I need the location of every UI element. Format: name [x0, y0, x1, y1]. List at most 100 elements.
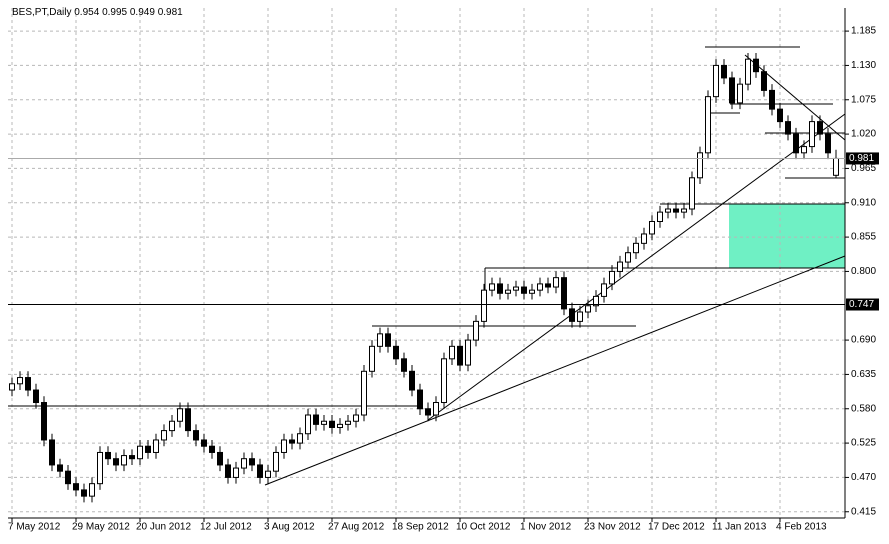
candle-body: [289, 439, 295, 444]
candle-body: [217, 451, 223, 466]
y-tick-label: 0.855: [851, 232, 876, 243]
candle-body: [161, 430, 167, 441]
candle-body: [505, 289, 511, 294]
candle-body: [673, 208, 679, 213]
candle-body: [681, 208, 687, 213]
candle-body: [777, 108, 783, 123]
x-tick-label: 4 Feb 2013: [776, 522, 827, 533]
candle-body: [745, 58, 751, 85]
trend-line: [744, 54, 846, 141]
candle-body: [201, 439, 207, 447]
last-high: 0.995: [102, 7, 127, 18]
candle-body: [537, 283, 543, 291]
candle-body: [33, 389, 39, 404]
candle-body: [609, 270, 615, 285]
x-tick-label: 23 Nov 2012: [584, 522, 641, 533]
candle-body: [193, 430, 199, 441]
x-tick-label: 1 Nov 2012: [520, 522, 572, 533]
candle-body: [137, 445, 143, 460]
y-tick-label: 1.020: [851, 129, 876, 140]
x-tick-label: 29 May 2012: [72, 522, 130, 533]
y-tick-label: 1.130: [851, 60, 876, 71]
candle-body: [393, 345, 399, 360]
last-price-label: 0.981: [849, 153, 874, 164]
candle-body: [73, 483, 79, 491]
candle-body: [177, 408, 183, 422]
candle-body: [321, 420, 327, 425]
candle-body: [633, 242, 639, 254]
x-tick-label: 10 Oct 2012: [456, 522, 511, 533]
y-tick-label: 1.185: [851, 26, 876, 37]
candle-body: [593, 295, 599, 307]
candle-body: [153, 439, 159, 453]
candle-body: [185, 408, 191, 432]
chart-header: BES,PT,Daily 0.954 0.995 0.949 0.981: [12, 7, 183, 18]
x-tick-label: 18 Sep 2012: [392, 522, 449, 533]
level-label: 0.747: [849, 299, 874, 310]
candle-body: [249, 458, 255, 466]
candle-body: [129, 455, 135, 460]
candle-body: [825, 133, 831, 154]
candle-body: [209, 445, 215, 453]
candles: [9, 52, 839, 503]
candle-body: [785, 121, 791, 135]
candle-body: [17, 377, 23, 385]
last-low: 0.949: [130, 7, 155, 18]
candle-body: [809, 121, 815, 148]
candle-body: [353, 414, 359, 422]
candle-body: [81, 489, 87, 497]
y-tick-label: 1.075: [851, 94, 876, 105]
candle-body: [281, 439, 287, 453]
candle-body: [577, 311, 583, 322]
x-tick-label: 27 Aug 2012: [328, 522, 385, 533]
candle-body: [761, 71, 767, 91]
candle-body: [361, 370, 367, 416]
candle-body: [625, 252, 631, 263]
candle-body: [721, 64, 727, 79]
y-tick-label: 0.965: [851, 163, 876, 174]
candle-body: [41, 402, 47, 441]
last-close: 0.981: [158, 7, 183, 18]
x-tick-label: 7 May 2012: [8, 522, 61, 533]
symbol: BES,PT,Daily: [12, 7, 71, 18]
candle-body: [481, 289, 487, 322]
candle-body: [401, 358, 407, 372]
candle-body: [409, 370, 415, 391]
candle-body: [417, 389, 423, 410]
y-tick-label: 0.525: [851, 438, 876, 449]
highlight-zone: [729, 204, 845, 268]
candle-body: [649, 220, 655, 235]
candle-body: [545, 283, 551, 288]
candle-body: [233, 467, 239, 478]
candle-body: [737, 83, 743, 104]
y-tick-label: 0.580: [851, 403, 876, 414]
candle-body: [449, 345, 455, 360]
y-tick-label: 0.415: [851, 506, 876, 517]
candle-body: [601, 283, 607, 297]
candle-body: [345, 420, 351, 425]
y-tick-label: 0.690: [851, 335, 876, 346]
candle-body: [729, 77, 735, 104]
candle-body: [121, 455, 127, 466]
candle-body: [753, 58, 759, 73]
candle-body: [793, 133, 799, 154]
candle-body: [57, 464, 63, 472]
candle-body: [113, 458, 119, 466]
candle-body: [105, 451, 111, 460]
x-tick-label: 12 Jul 2012: [200, 522, 252, 533]
candle-body: [425, 408, 431, 416]
candle-body: [441, 358, 447, 404]
candle-body: [377, 333, 383, 347]
candle-body: [561, 277, 567, 310]
x-tick-label: 11 Jan 2013: [712, 522, 767, 533]
candle-body: [489, 283, 495, 291]
candle-body: [713, 64, 719, 98]
drawings: [8, 46, 846, 486]
candle-body: [241, 458, 247, 469]
candle-body: [465, 339, 471, 366]
x-tick-label: 20 Jun 2012: [136, 522, 191, 533]
candle-body: [25, 377, 31, 391]
candle-body: [585, 305, 591, 313]
candle-body: [313, 414, 319, 425]
